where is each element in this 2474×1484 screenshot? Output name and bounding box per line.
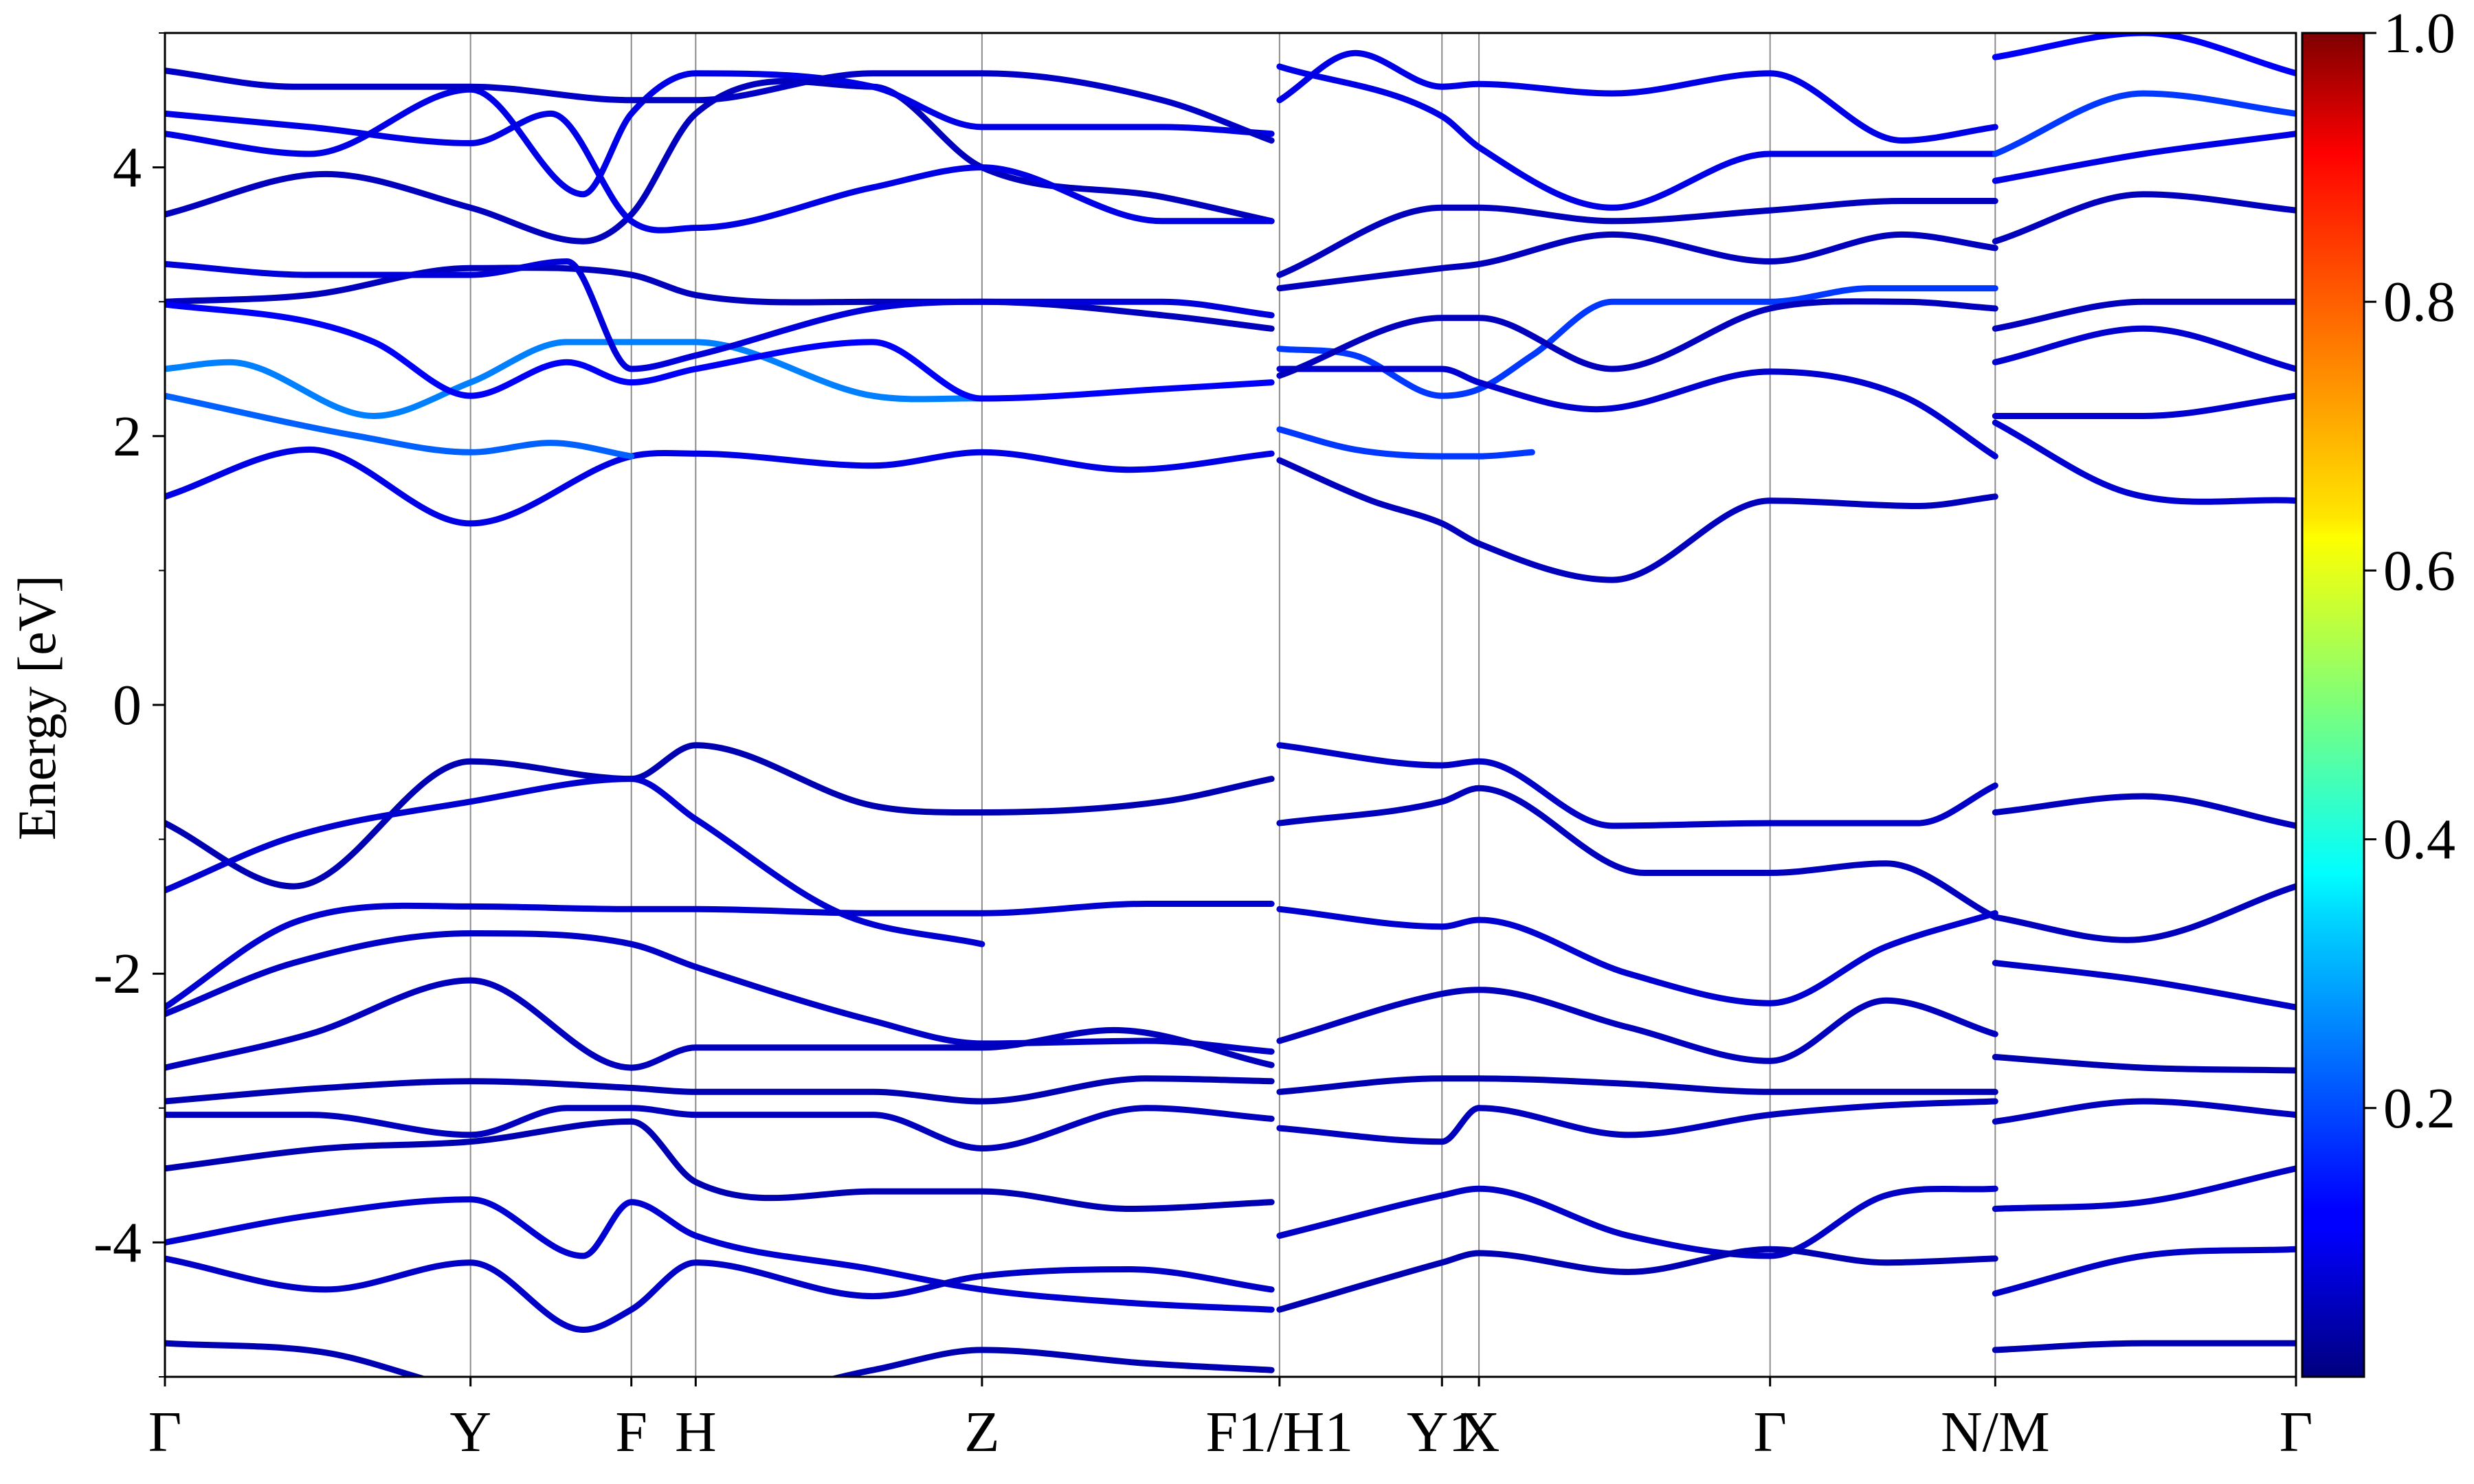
x-tick-label: Y1	[1407, 1400, 1478, 1464]
band-line	[1276, 742, 1998, 829]
band-line	[1992, 1165, 2296, 1212]
band-line	[1992, 1054, 2296, 1074]
band-line	[1992, 325, 2296, 372]
y-tick-label: -4	[93, 1211, 142, 1274]
x-tick-label: Y	[449, 1400, 491, 1464]
band-line	[165, 265, 1275, 332]
band-line	[1992, 33, 2296, 77]
band-line	[165, 258, 1275, 372]
y-tick-label: 4	[113, 136, 142, 200]
band-line	[1992, 793, 2296, 829]
plot-frame	[164, 32, 2297, 1378]
band-line	[165, 67, 1275, 144]
band-line	[165, 70, 1275, 198]
x-tick-label: Γ	[1753, 1400, 1787, 1464]
colorbar-tick-label: 0.4	[2383, 808, 2455, 872]
band-line	[165, 977, 1275, 1071]
band-line	[165, 1118, 1275, 1212]
band-line	[165, 78, 1275, 245]
band-line	[165, 392, 635, 460]
band-line	[1276, 1098, 1998, 1145]
band-line	[1992, 90, 2296, 157]
band-line	[165, 1255, 1275, 1333]
y-axis-label: Energy [eV]	[7, 575, 67, 840]
x-tick-label: H	[675, 1400, 717, 1464]
x-tick-label: Γ	[148, 1400, 182, 1464]
band-line	[1276, 906, 1998, 1007]
band-line	[1276, 426, 1535, 460]
colorbar-tick-label: 0.6	[2383, 539, 2455, 603]
band-line	[1276, 285, 1998, 399]
band-line	[1276, 298, 1998, 379]
band-line	[1276, 457, 1998, 583]
band-line	[165, 742, 1275, 890]
band-line	[1276, 1246, 1998, 1313]
band-line	[165, 900, 1275, 1011]
band-line	[1276, 231, 1998, 292]
band-line	[1992, 883, 2296, 943]
band-line	[1992, 419, 2296, 505]
x-tick-label: N/M	[1941, 1400, 2050, 1464]
band-line	[1992, 392, 2296, 420]
colorbar-tick-label: 1.0	[2383, 1, 2455, 65]
x-tick-label: Z	[964, 1400, 999, 1464]
band-line	[165, 1105, 1275, 1151]
band-lines	[165, 33, 2296, 1377]
band-line	[1992, 1098, 2296, 1125]
y-axis: -4 -2 0 2 4	[93, 32, 165, 1378]
x-tick-label: X	[1458, 1400, 1500, 1464]
y-tick-label: 0	[113, 673, 142, 737]
x-axis: Γ Y F H Z F1/H1 Y1X Γ N/M Γ	[148, 1377, 2313, 1464]
band-line	[165, 1075, 1275, 1105]
band-line	[165, 446, 1275, 527]
band-line	[1276, 49, 1998, 144]
band-line	[165, 339, 985, 419]
x-tick-label: F1/H1	[1206, 1400, 1354, 1464]
band-line	[1992, 191, 2296, 245]
band-line	[1276, 1185, 1998, 1259]
band-line	[165, 1196, 1275, 1313]
band-line	[1992, 1246, 2296, 1297]
band-line	[1276, 1075, 1998, 1095]
colorbar-tick-label: 0.8	[2383, 270, 2455, 334]
colorbar: 0.2 0.4 0.6 0.8 1.0	[2301, 1, 2455, 1378]
band-line	[1276, 63, 1998, 211]
colorbar-tick-label: 0.2	[2383, 1077, 2455, 1140]
colorbar-gradient	[2301, 32, 2365, 1378]
band-line	[1992, 960, 2296, 1011]
y-tick-label: 2	[113, 405, 142, 469]
band-line	[165, 110, 1275, 234]
band-line	[1276, 785, 1998, 921]
band-line	[1276, 987, 1998, 1064]
band-line	[1276, 197, 1998, 278]
x-tick-label: F	[615, 1400, 647, 1464]
y-tick-label: -2	[93, 942, 142, 1006]
band-line	[1992, 298, 2296, 332]
band-line	[165, 930, 1275, 1055]
x-tick-label: Γ	[2280, 1400, 2313, 1464]
band-line	[165, 1340, 1275, 1377]
band-line	[165, 301, 1275, 402]
band-line	[1992, 131, 2296, 184]
band-line	[1992, 1340, 2296, 1353]
high-symmetry-lines	[469, 33, 1996, 1377]
band-line	[1276, 366, 1998, 460]
